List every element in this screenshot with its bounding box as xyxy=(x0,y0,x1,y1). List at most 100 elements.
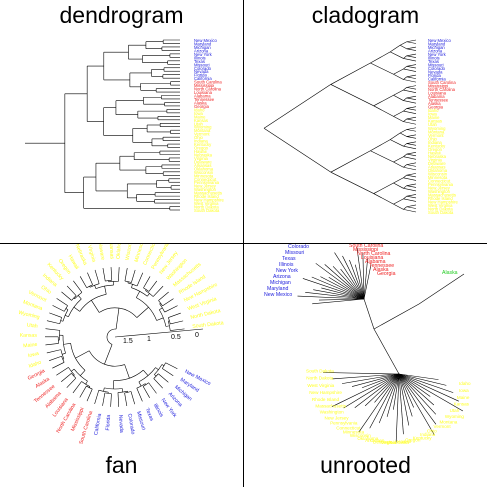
tip-label: New Mexico xyxy=(264,292,292,298)
tree-branch xyxy=(390,45,401,53)
tree-branch xyxy=(343,373,400,409)
tip-label: Iowa xyxy=(27,351,39,359)
tree-branch xyxy=(403,100,417,104)
tip-label: Maine xyxy=(194,114,206,119)
tip-label: South Dakota xyxy=(194,208,220,213)
tip-label: Vermont xyxy=(434,424,452,429)
tree-branch xyxy=(370,51,391,64)
tip-label: Wisconsin xyxy=(428,171,448,176)
tip-label: Washington xyxy=(320,410,345,415)
tip-label: Alabama xyxy=(428,94,445,99)
tip-label: Iowa xyxy=(428,112,438,117)
tree-branch xyxy=(398,373,437,415)
tip-label: South Dakota xyxy=(192,320,224,330)
tip-label: South Carolina xyxy=(428,80,456,85)
tree-branch xyxy=(406,152,417,155)
tree-branch xyxy=(370,150,394,163)
tree-branch xyxy=(393,203,404,210)
tree-branch xyxy=(330,62,371,85)
tree-branch xyxy=(393,110,404,117)
tip-label: Mississippi xyxy=(428,84,448,89)
tree-branch xyxy=(312,298,365,305)
tree-branch xyxy=(49,355,62,361)
tip-label: Kentucky xyxy=(194,142,212,147)
tip-label: Kansas xyxy=(428,119,442,124)
tree-branch xyxy=(403,55,407,59)
tree-branch xyxy=(390,139,404,147)
tip-label: New Mexico xyxy=(428,38,451,43)
tree-branch xyxy=(406,127,417,130)
tip-label: Illinois xyxy=(428,56,440,61)
tree-branch xyxy=(142,386,150,398)
tip-label: New York xyxy=(194,52,213,57)
tree-branch xyxy=(406,66,417,69)
tip-label: Connecticut xyxy=(336,425,361,430)
tree-branch xyxy=(406,97,417,100)
tree-branch xyxy=(406,116,417,120)
tree-branch xyxy=(131,284,133,288)
tip-label: Texas xyxy=(194,59,205,64)
tree-branch xyxy=(364,373,400,407)
tree-branch xyxy=(403,58,417,62)
tree-arc xyxy=(70,343,86,371)
dendrogram-panel: dendrogram New Mexico Maryland Michigan Ari… xyxy=(0,0,243,243)
tree-branch xyxy=(117,392,120,407)
tree-branch xyxy=(153,378,163,389)
tip-label: Minnesota xyxy=(428,175,448,180)
tree-branch xyxy=(56,367,69,376)
tree-branch xyxy=(354,264,365,300)
tree-branch xyxy=(124,268,128,282)
tree-branch xyxy=(297,295,365,300)
tree-branch xyxy=(373,303,420,330)
tree-branch xyxy=(91,300,100,313)
tip-label: Minnesota xyxy=(343,430,365,435)
tree-branch xyxy=(406,95,417,99)
tip-label: Montana xyxy=(428,129,445,134)
tip-label: Massachusetts xyxy=(428,192,456,197)
tip-label: West Virginia xyxy=(194,201,219,206)
tree-branch xyxy=(378,373,400,424)
tree-branch xyxy=(143,276,151,288)
tree-branch xyxy=(148,280,158,292)
tree-branch xyxy=(393,373,400,410)
tree-branch xyxy=(393,95,404,101)
tree-branch xyxy=(393,116,404,122)
tree-branch xyxy=(406,195,417,199)
tip-label: Washington xyxy=(428,189,451,194)
tree-branch xyxy=(403,166,417,171)
tip-label: Wisconsin xyxy=(194,170,214,175)
tree-branch xyxy=(406,136,417,139)
tree-branch xyxy=(398,373,435,435)
tree-branch xyxy=(330,84,374,107)
tip-label: Utah xyxy=(450,408,460,413)
tree-branch xyxy=(136,272,144,287)
tree-branch xyxy=(330,171,374,194)
tree-branch xyxy=(406,141,417,144)
tree-branch xyxy=(165,362,178,370)
tip-label: Maine xyxy=(428,115,440,120)
tree-branch xyxy=(406,185,417,188)
tree-arc xyxy=(159,303,165,313)
tree-arc xyxy=(86,284,93,289)
tree-branch xyxy=(354,373,400,409)
tip-label: Georgia xyxy=(377,271,396,277)
tip-label: Florida xyxy=(194,73,207,78)
tip-label: Florida xyxy=(428,73,441,78)
tip-label: Kentucky xyxy=(413,435,433,440)
tree-branch xyxy=(319,298,365,301)
tip-label: South Dakota xyxy=(428,210,454,215)
tree-branch xyxy=(393,161,404,168)
tip-label: New Jersey xyxy=(194,184,217,189)
tree-branch xyxy=(170,328,185,331)
tree-arc xyxy=(106,328,117,345)
tip-label: Virginia xyxy=(194,156,209,161)
tree-arc xyxy=(81,381,90,387)
tip-label: Mississippi xyxy=(353,247,378,253)
tree-arc xyxy=(64,305,68,312)
tip-label: Colorado xyxy=(288,244,309,250)
tree-branch xyxy=(406,134,417,137)
tree-branch xyxy=(403,174,407,179)
tree-branch xyxy=(406,39,417,43)
tree-branch xyxy=(164,305,178,313)
tree-branch xyxy=(406,194,417,197)
